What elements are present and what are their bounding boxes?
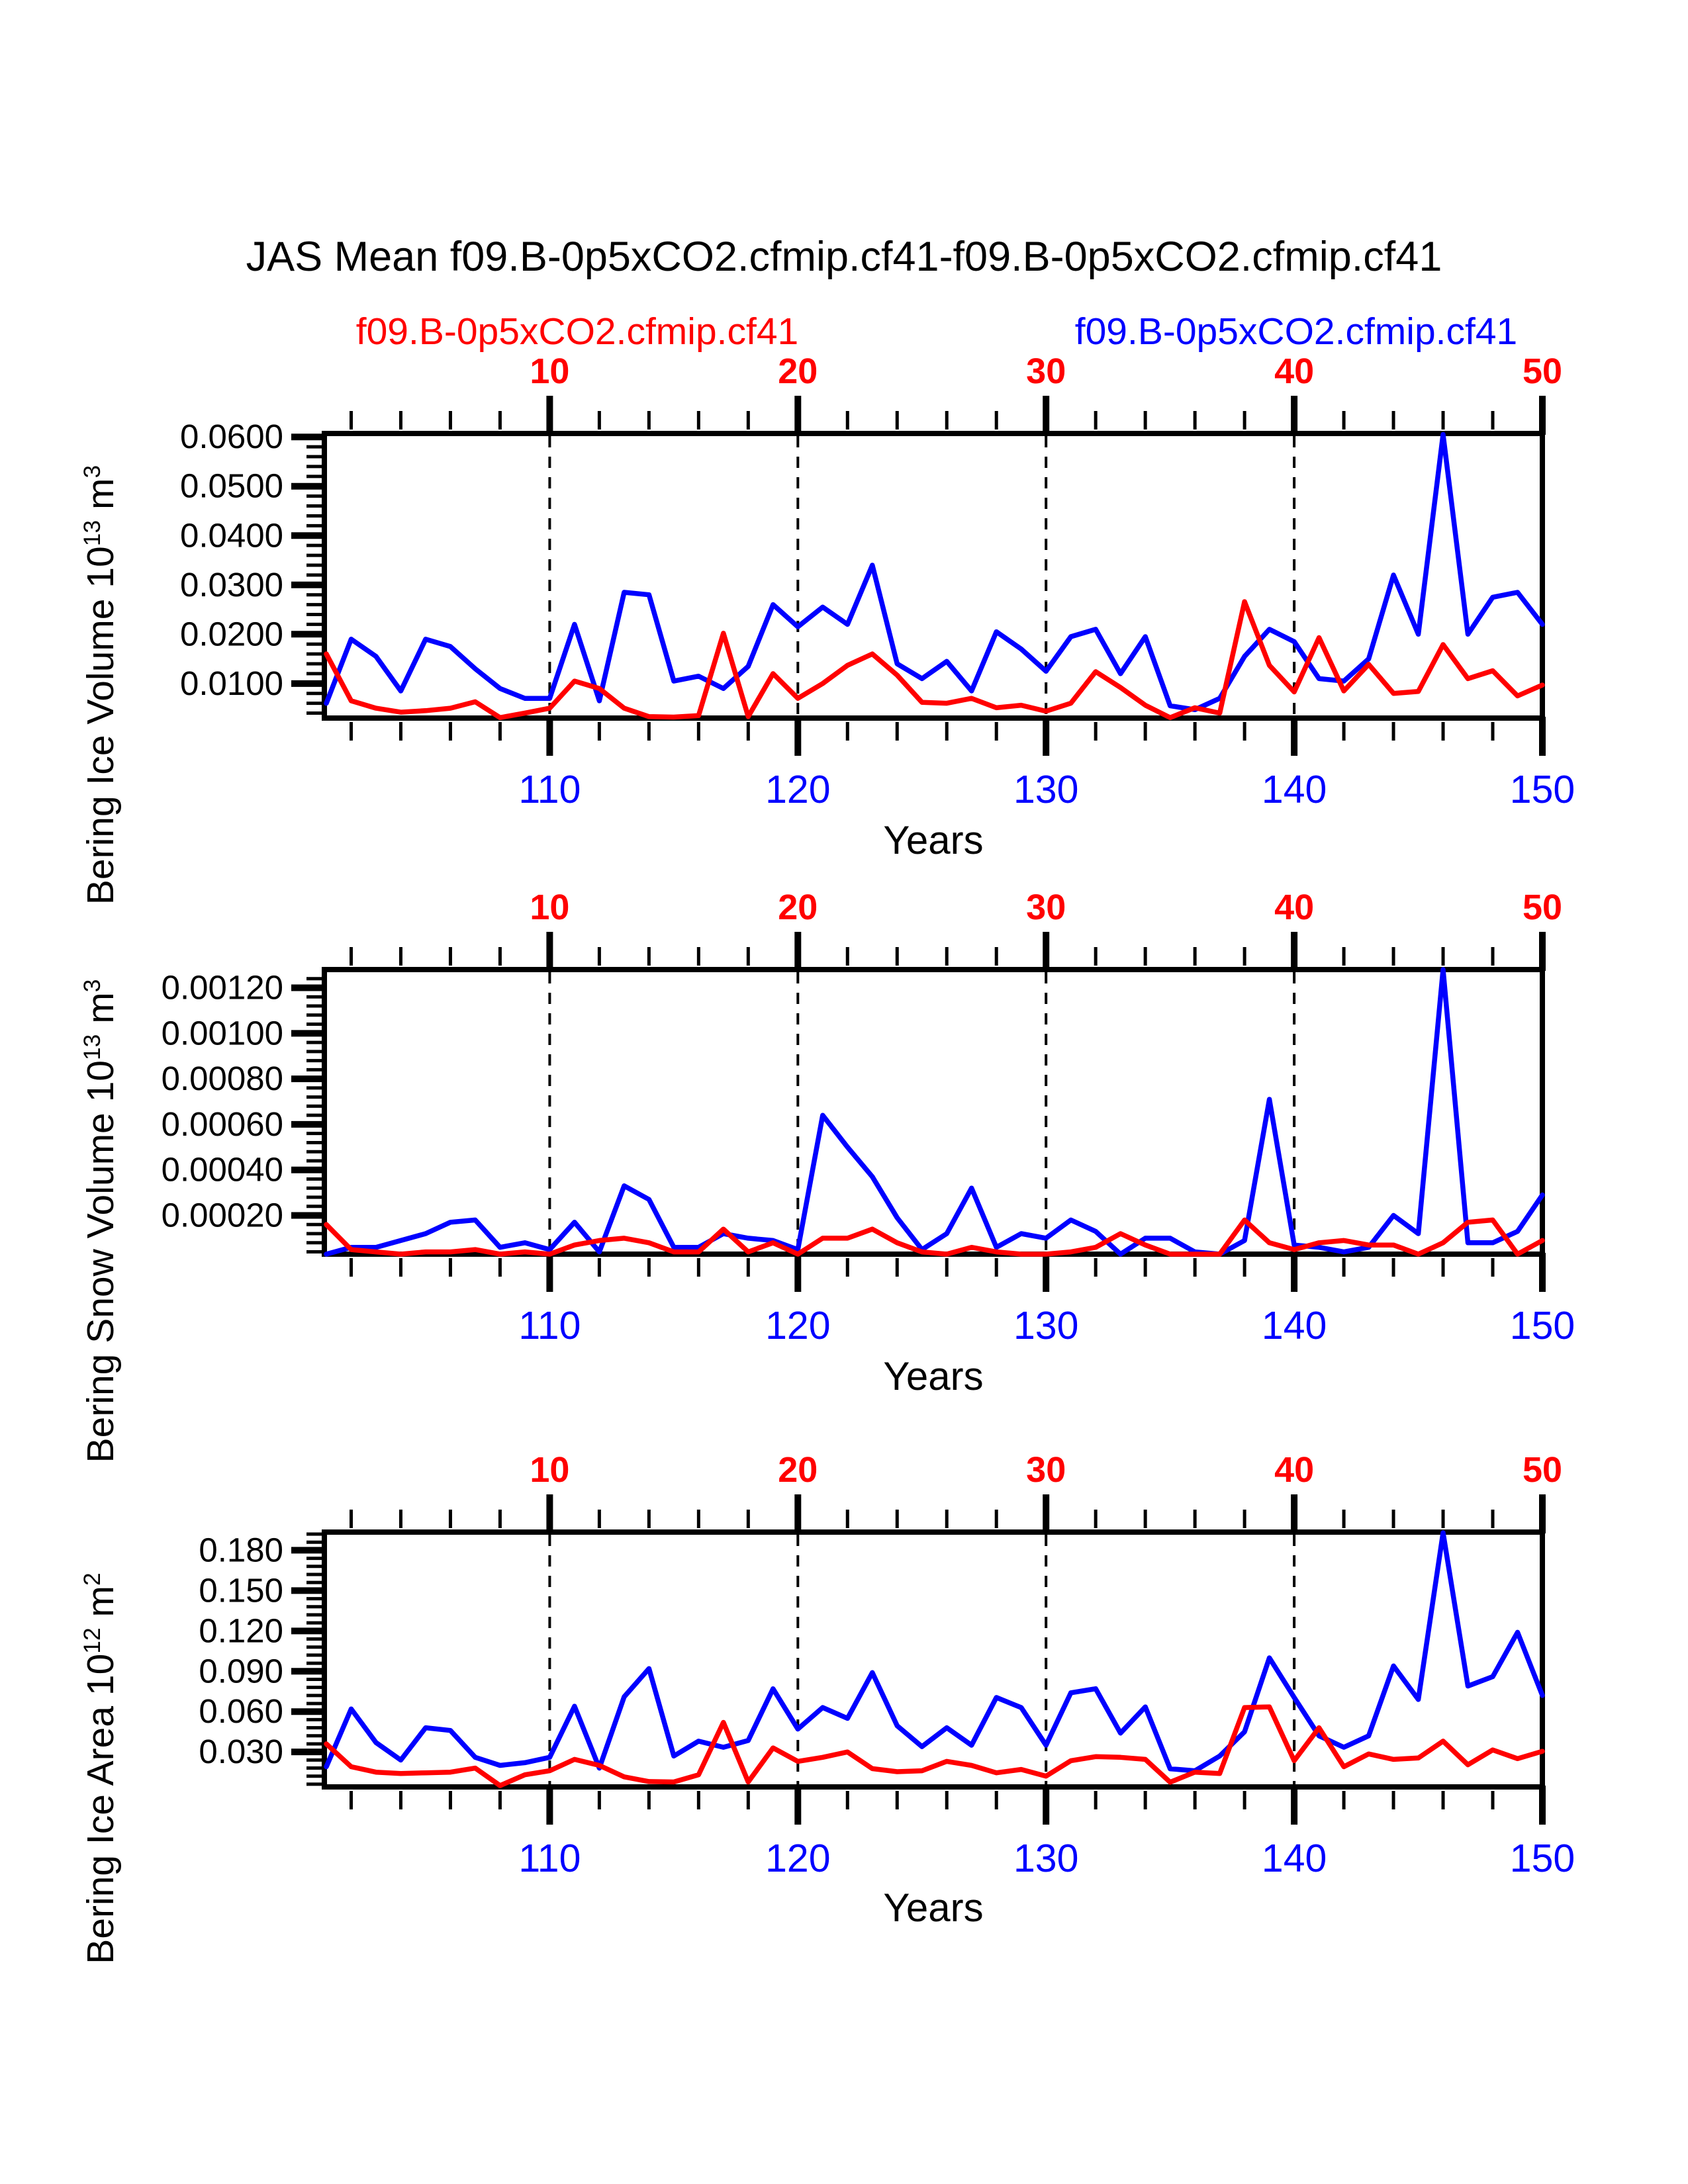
plot-frame	[322, 967, 1545, 1257]
bottom-axis-tick-label: 150	[1510, 1837, 1575, 1880]
bottom-axis-tick-label: 140	[1262, 1837, 1327, 1880]
red-series-line	[324, 1704, 1545, 1788]
red-series-line	[324, 1217, 1545, 1257]
bottom-axis-tick-label: 120	[765, 1837, 830, 1880]
x-axis-title-ice-area: Years	[883, 1886, 984, 1930]
blue-series-line	[324, 967, 1545, 1257]
y-axis-tick-label: 0.00040	[162, 1151, 283, 1189]
top-axis-tick-label: 20	[778, 351, 818, 391]
bottom-axis-tick-label: 150	[1510, 1304, 1575, 1347]
top-axis-tick-label: 40	[1274, 1450, 1314, 1490]
top-axis-tick-label: 30	[1026, 1450, 1066, 1490]
red-series-line	[324, 599, 1545, 721]
bottom-axis-tick-label: 130	[1013, 1304, 1078, 1347]
top-axis-tick-label: 30	[1026, 887, 1066, 927]
bottom-axis-tick-label: 150	[1510, 768, 1575, 811]
x-axis-title-snow-volume: Years	[883, 1354, 984, 1398]
bottom-axis-tick-label: 110	[518, 1304, 581, 1347]
plot-frame	[322, 1529, 1545, 1790]
bottom-axis-tick-label: 130	[1013, 768, 1078, 811]
y-axis-tick-label: 0.00100	[162, 1014, 283, 1052]
bottom-axis-tick-label: 110	[518, 768, 581, 811]
snow-volume-plot: 10 110 20 120 30 130 40 140 50 150 0.00120 0.00100 0…	[162, 887, 1575, 1347]
ice-area-plot: 10 110 20 120 30 130 40 140 50 150 0.1800.1500.120…	[199, 1450, 1575, 1880]
y-axis-tick-label: 0.060	[199, 1692, 283, 1730]
plot-frame	[322, 431, 1545, 721]
top-axis-tick-label: 50	[1523, 351, 1562, 391]
ice-volume-plot: 10 110 20 120 30 130 40 140 50 150 0.0600 0.0500 0.0…	[180, 351, 1575, 811]
top-axis-tick-label: 50	[1523, 887, 1562, 927]
y-axis-tick-label: 0.0200	[180, 615, 283, 653]
y-axis-tick-label: 0.0100	[180, 664, 283, 702]
x-axis-title-ice-volume: Years	[883, 818, 984, 862]
y-axis-tick-label: 0.00080	[162, 1060, 283, 1097]
top-axis-tick-label: 40	[1274, 887, 1314, 927]
top-axis-tick-label: 20	[778, 887, 818, 927]
legend-series1-label: f09.B-0p5xCO2.cfmip.cf41	[355, 310, 799, 353]
bottom-axis-tick-label: 120	[765, 768, 830, 811]
y-axis-tick-label: 0.120	[199, 1612, 283, 1649]
y-axis-tick-label: 0.0500	[180, 467, 283, 505]
y-axis-tick-label: 0.030	[199, 1733, 283, 1770]
y-axis-tick-label: 0.150	[199, 1571, 283, 1609]
top-axis-tick-label: 40	[1274, 351, 1314, 391]
y-axis-tick-label: 0.0300	[180, 566, 283, 604]
y-axis-tick-label: 0.0600	[180, 418, 283, 455]
top-axis-tick-label: 10	[530, 887, 569, 927]
y-axis-tick-label: 0.00020	[162, 1197, 283, 1234]
bottom-axis-tick-label: 110	[518, 1837, 581, 1880]
y-axis-tick-label: 0.00120	[162, 969, 283, 1007]
top-axis-tick-label: 10	[530, 1450, 569, 1490]
bottom-axis-tick-label: 130	[1013, 1837, 1078, 1880]
bottom-axis-tick-label: 140	[1262, 768, 1327, 811]
top-axis-tick-label: 50	[1523, 1450, 1562, 1490]
bottom-axis-tick-label: 140	[1262, 1304, 1327, 1347]
blue-series-line	[324, 432, 1545, 713]
page-title: JAS Mean f09.B-0p5xCO2.cfmip.cf41-f09.B-…	[246, 234, 1442, 280]
top-axis-tick-label: 10	[530, 351, 569, 391]
y-axis-tick-label: 0.090	[199, 1652, 283, 1690]
blue-series-line	[324, 1530, 1545, 1774]
bottom-axis-tick-label: 120	[765, 1304, 830, 1347]
top-axis-tick-label: 20	[778, 1450, 818, 1490]
y-axis-tick-label: 0.0400	[180, 516, 283, 554]
top-axis-tick-label: 30	[1026, 351, 1066, 391]
y-axis-tick-label: 0.180	[199, 1531, 283, 1569]
y-axis-tick-label: 0.00060	[162, 1105, 283, 1143]
legend-series2-label: f09.B-0p5xCO2.cfmip.cf41	[1074, 310, 1518, 353]
